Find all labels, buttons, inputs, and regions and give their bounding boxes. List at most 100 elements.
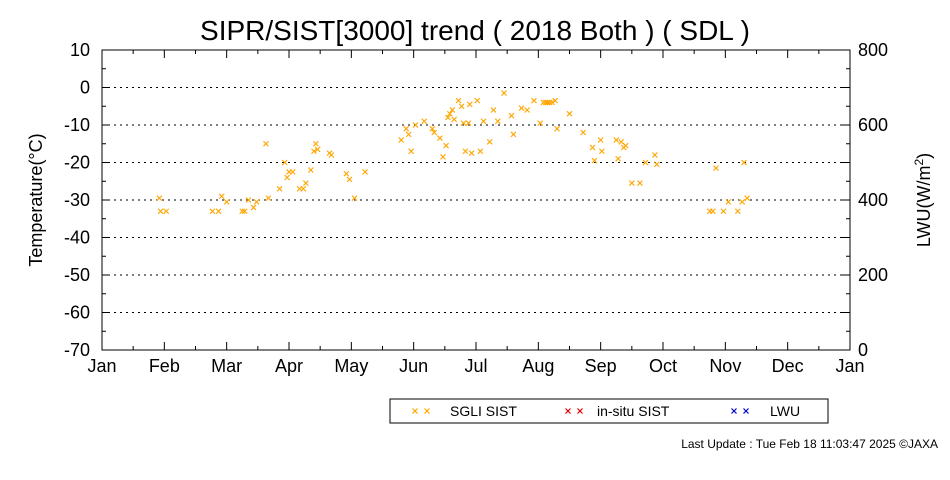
data-point-series-0 xyxy=(508,112,515,119)
data-point-series-0 xyxy=(552,97,559,104)
data-point-series-0 xyxy=(253,198,260,205)
data-point-series-0 xyxy=(549,99,555,106)
data-point-series-0 xyxy=(157,208,164,215)
data-point-series-0 xyxy=(265,195,272,202)
data-point-series-0 xyxy=(622,142,629,149)
data-point-series-0 xyxy=(412,122,419,128)
y2-tick-labels: 800 600 400 200 0 xyxy=(858,40,888,360)
data-point-series-0 xyxy=(653,161,660,168)
y-tick-label: -70 xyxy=(64,340,90,360)
legend-marker-sgli xyxy=(412,408,430,414)
data-point-series-0 xyxy=(405,131,412,138)
data-point-series-0 xyxy=(566,110,573,117)
data-point-series-0 xyxy=(429,125,436,132)
grid-lines xyxy=(102,87,850,313)
legend-cross xyxy=(565,408,571,414)
plot-frame xyxy=(101,49,851,351)
data-point-series-0 xyxy=(725,198,732,205)
legend-cross xyxy=(577,408,583,414)
data-point-series-0 xyxy=(209,208,216,215)
data-point-series-0 xyxy=(613,137,620,143)
data-point-series-0 xyxy=(739,198,746,205)
data-point-series-0 xyxy=(537,120,544,127)
data-point-series-0 xyxy=(720,208,727,215)
y-tick-labels: 10 0 -10 -20 -30 -40 -50 -60 -70 xyxy=(64,40,90,360)
data-point-series-0 xyxy=(474,97,481,104)
data-point-series-0 xyxy=(440,153,446,160)
data-point-series-0 xyxy=(510,131,517,138)
data-point-series-0 xyxy=(300,185,307,192)
y-axis-label: Temperature(°C) xyxy=(26,133,46,266)
data-point-series-0 xyxy=(408,148,415,155)
legend-cross xyxy=(731,408,737,414)
data-point-series-0 xyxy=(460,120,467,127)
data-point-series-0 xyxy=(289,168,296,175)
data-point-series-0 xyxy=(421,118,428,125)
y2-tick-label: 200 xyxy=(858,265,888,285)
data-point-series-0 xyxy=(458,103,465,110)
data-point-series-0 xyxy=(455,97,462,104)
y-tick-label: -40 xyxy=(64,228,90,248)
data-point-series-0 xyxy=(312,140,319,147)
data-point-series-0 xyxy=(524,107,531,113)
y2-axis-label-sup: 2 xyxy=(912,159,926,166)
x-tick-label: Nov xyxy=(709,356,741,376)
y2-tick-label: 600 xyxy=(858,115,888,135)
data-point-series-0 xyxy=(398,137,405,143)
x-tick-label: Sep xyxy=(585,356,617,376)
data-point-series-0 xyxy=(163,208,170,215)
data-point-series-0 xyxy=(713,165,719,172)
data-point-series-0 xyxy=(531,97,537,104)
data-point-series-0 xyxy=(241,208,248,215)
data-point-series-0 xyxy=(597,137,604,143)
data-point-series-0 xyxy=(431,129,438,136)
data-point-series-0 xyxy=(156,195,163,202)
data-point-series-0 xyxy=(734,208,741,215)
y-tick-label: -10 xyxy=(64,115,90,135)
x-tick-label: Jun xyxy=(399,356,428,376)
x-tick-label: Feb xyxy=(149,356,180,376)
legend-label-lwu: LWU xyxy=(770,403,800,419)
data-point-series-0 xyxy=(741,159,747,166)
x-tick-label: Aug xyxy=(522,356,554,376)
data-point-series-0 xyxy=(276,185,283,192)
data-point-series-0 xyxy=(346,176,353,183)
data-point-series-0 xyxy=(263,140,269,147)
legend-box xyxy=(389,398,829,424)
data-point-series-0 xyxy=(591,157,598,164)
legend-label-sgli: SGLI SIST xyxy=(450,403,517,419)
legend-marker-insitu xyxy=(565,408,583,414)
x-tick-label: Oct xyxy=(649,356,677,376)
data-point-series-0 xyxy=(302,180,309,187)
data-point-series-0 xyxy=(642,159,649,166)
y2-axis-label-end: ) xyxy=(914,153,934,159)
data-point-series-0 xyxy=(501,90,507,97)
y2-axis-label: LWU(W/m2) xyxy=(912,153,934,247)
data-point-series-0 xyxy=(245,197,252,203)
y2-tick-label: 0 xyxy=(858,340,868,360)
data-point-series-0 xyxy=(281,159,288,166)
x-tick-label: Jul xyxy=(464,356,487,376)
data-point-series-0 xyxy=(615,155,622,162)
data-point-series-0 xyxy=(468,150,475,157)
y-tick-label: -50 xyxy=(64,265,90,285)
data-point-series-0 xyxy=(218,193,225,200)
data-point-series-0 xyxy=(466,101,473,108)
data-point-series-0 xyxy=(250,204,257,211)
data-point-series-0 xyxy=(580,129,587,136)
y2-tick-label: 800 xyxy=(858,40,888,60)
data-point-series-0 xyxy=(480,118,487,125)
y-tick-label: 0 xyxy=(80,78,90,98)
data-point-series-0 xyxy=(744,195,751,202)
data-point-series-0 xyxy=(311,148,317,155)
data-point-series-0 xyxy=(486,138,493,145)
data-point-series-0 xyxy=(544,99,551,106)
data-point-series-0 xyxy=(709,208,716,215)
data-point-series-0 xyxy=(494,118,501,125)
data-point-series-0 xyxy=(589,144,596,151)
data-point-series-0 xyxy=(449,107,456,113)
data-point-series-0 xyxy=(477,148,484,155)
data-points xyxy=(156,90,751,215)
legend-marker-lwu xyxy=(731,408,749,414)
